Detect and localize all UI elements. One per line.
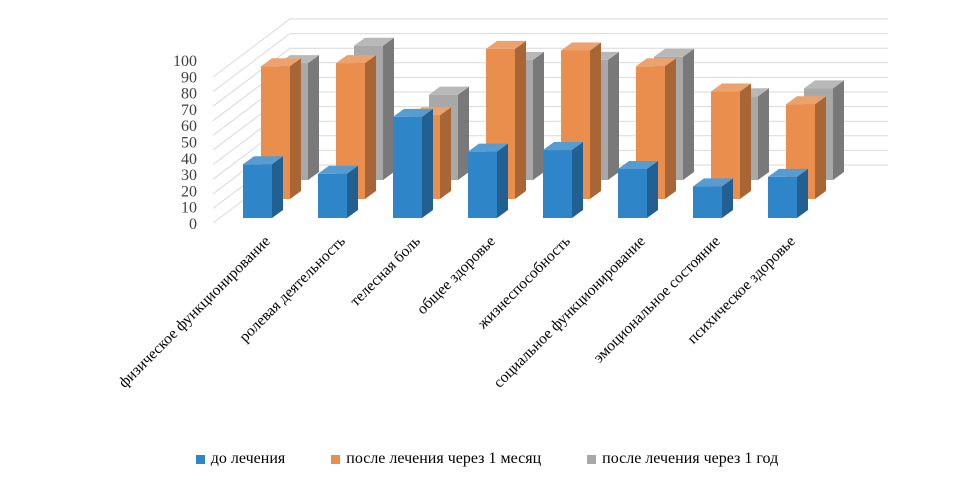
gridline-side-8 <box>212 47 291 107</box>
y-tick-label-7: 70 <box>181 102 197 119</box>
y-tick-label-0: 0 <box>189 216 197 233</box>
y-tick-label-6: 60 <box>181 118 197 135</box>
bar-series-0-cat-1 <box>318 165 358 218</box>
gridline-side-9 <box>212 33 291 92</box>
y-tick-label-9: 90 <box>181 69 197 86</box>
legend-label-series-0: до лечения <box>210 450 286 467</box>
legend-label-series-1: после лечения через 1 месяц <box>346 450 542 467</box>
bar-series-0-cat-3 <box>468 143 508 218</box>
legend: до лечения после лечения через 1 месяц п… <box>0 447 974 471</box>
bar-series-1-cat-4 <box>561 42 601 200</box>
y-tick-label-4: 40 <box>181 151 197 168</box>
bars <box>243 37 844 218</box>
category-label-2: телесная боль <box>347 233 424 310</box>
legend-swatch-series-1 <box>331 454 341 464</box>
y-tick-label-2: 20 <box>181 183 197 200</box>
y-tick-label-10: 100 <box>173 53 197 70</box>
bar-series-0-cat-2 <box>393 108 433 218</box>
y-tick-label-5: 50 <box>181 135 197 152</box>
legend-label-series-2: после лечения через 1 год <box>602 450 779 467</box>
bar-series-0-cat-5 <box>618 161 658 218</box>
gridline-side-10 <box>212 18 291 78</box>
y-tick-label-8: 80 <box>181 86 197 103</box>
category-label-3: общее здоровье <box>414 233 499 318</box>
y-tick-label-1: 10 <box>181 200 197 217</box>
legend-item-series-2: после лечения через 1 год <box>587 450 778 468</box>
y-tick-label-3: 30 <box>181 167 197 184</box>
legend-item-series-0: до лечения <box>195 450 286 468</box>
category-label-0: физическое функционирование <box>115 233 274 392</box>
legend-swatch-series-0 <box>195 454 205 464</box>
legend-swatch-series-2 <box>587 454 597 464</box>
category-label-5: социальное функционирование <box>490 233 649 392</box>
legend-item-series-1: после лечения через 1 месяц <box>331 450 541 468</box>
bar-series-0-cat-0 <box>243 156 283 218</box>
category-label-6: эмоциональное состояние <box>590 233 724 367</box>
bar-series-0-cat-4 <box>543 142 583 218</box>
bar-series-0-cat-7 <box>768 168 808 218</box>
bar-series-0-cat-6 <box>693 178 733 218</box>
